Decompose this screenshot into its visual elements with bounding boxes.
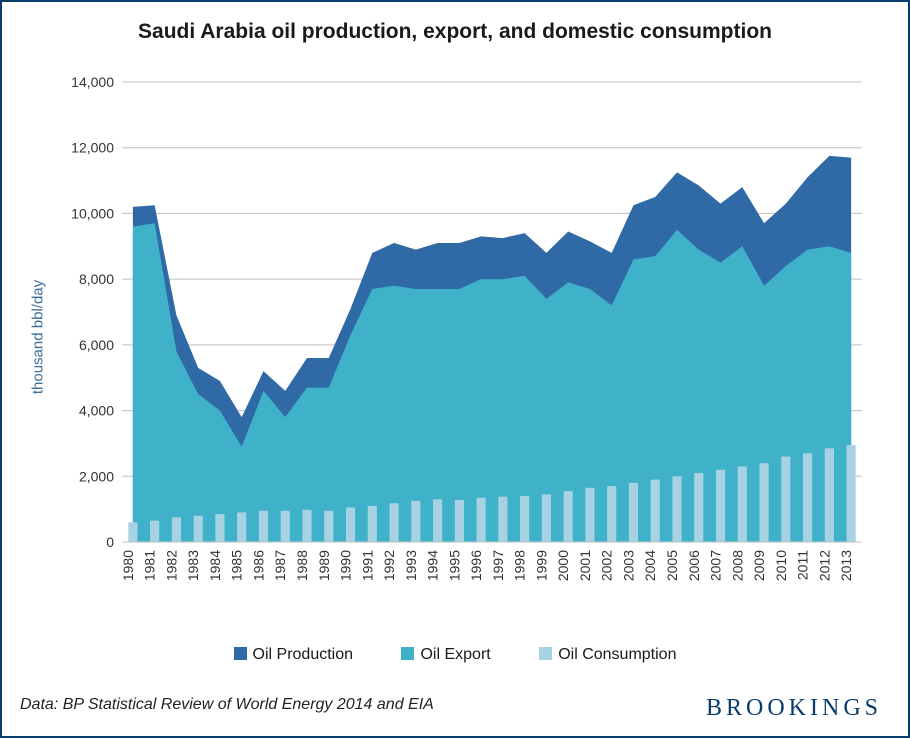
bar-consumption [847, 445, 856, 542]
svg-text:1990: 1990 [338, 550, 354, 581]
bar-consumption [259, 511, 268, 542]
svg-text:2003: 2003 [620, 550, 636, 581]
legend-item-export: Oil Export [401, 646, 490, 664]
svg-text:1996: 1996 [468, 550, 484, 581]
svg-text:1994: 1994 [425, 550, 441, 581]
svg-text:6,000: 6,000 [79, 337, 114, 353]
bar-consumption [585, 488, 594, 542]
svg-text:2008: 2008 [729, 550, 745, 581]
svg-text:1999: 1999 [533, 550, 549, 581]
bar-consumption [803, 453, 812, 542]
bar-consumption [651, 480, 660, 542]
bar-consumption [433, 499, 442, 542]
bar-consumption [389, 503, 398, 542]
bar-consumption [346, 508, 355, 543]
svg-text:2004: 2004 [642, 550, 658, 581]
svg-text:2006: 2006 [686, 550, 702, 581]
legend-label-production: Oil Production [253, 646, 354, 663]
svg-text:2000: 2000 [555, 550, 571, 581]
bar-consumption [368, 506, 377, 542]
bar-consumption [759, 463, 768, 542]
bar-consumption [781, 457, 790, 542]
chart-title: Saudi Arabia oil production, export, and… [2, 2, 908, 44]
bar-consumption [302, 510, 311, 542]
legend-swatch-export [401, 647, 414, 660]
svg-text:1980: 1980 [120, 550, 136, 581]
legend: Oil Production Oil Export Oil Consumptio… [2, 646, 908, 664]
svg-text:1993: 1993 [403, 550, 419, 581]
bar-consumption [825, 448, 834, 542]
bar-consumption [542, 494, 551, 542]
bar-consumption [672, 476, 681, 542]
svg-text:1981: 1981 [142, 550, 158, 581]
bar-consumption [498, 497, 507, 542]
bar-consumption [281, 511, 290, 542]
bar-consumption [237, 512, 246, 542]
svg-text:2010: 2010 [773, 550, 789, 581]
bar-consumption [629, 483, 638, 542]
chart-svg: 0 2,000 4,000 6,000 8,000 10,000 12,000 14,000 1… [32, 72, 882, 602]
chart-frame: Saudi Arabia oil production, export, and… [0, 0, 910, 738]
svg-text:1991: 1991 [359, 550, 375, 581]
bar-consumption [194, 516, 203, 542]
svg-text:1984: 1984 [207, 550, 223, 581]
bar-consumption [607, 486, 616, 542]
legend-item-consumption: Oil Consumption [539, 646, 676, 664]
svg-text:2012: 2012 [816, 550, 832, 581]
legend-label-consumption: Oil Consumption [558, 646, 676, 663]
legend-swatch-consumption [539, 647, 552, 660]
legend-label-export: Oil Export [420, 646, 490, 663]
svg-text:2007: 2007 [708, 550, 724, 581]
svg-text:1986: 1986 [250, 550, 266, 581]
svg-text:1997: 1997 [490, 550, 506, 581]
bar-consumption [128, 522, 137, 542]
svg-text:1985: 1985 [229, 550, 245, 581]
bar-consumption [564, 491, 573, 542]
brand-logo: BROOKINGS [706, 695, 882, 722]
legend-item-production: Oil Production [234, 646, 354, 664]
svg-text:12,000: 12,000 [71, 140, 114, 156]
y-axis-label: thousand bbl/day [30, 280, 47, 394]
legend-swatch-production [234, 647, 247, 660]
bar-consumption [215, 514, 224, 542]
svg-text:2009: 2009 [751, 550, 767, 581]
bar-consumption [172, 517, 181, 542]
svg-text:1987: 1987 [272, 550, 288, 581]
svg-text:0: 0 [106, 534, 114, 550]
svg-text:1983: 1983 [185, 550, 201, 581]
bar-consumption [411, 501, 420, 542]
bar-consumption [455, 500, 464, 542]
svg-text:1995: 1995 [446, 550, 462, 581]
chart-area: thousand bbl/day 0 2,000 4,000 6,000 8,000 10… [32, 72, 882, 602]
bar-consumption [716, 470, 725, 542]
svg-text:1988: 1988 [294, 550, 310, 581]
bar-consumption [694, 473, 703, 542]
svg-text:1989: 1989 [316, 550, 332, 581]
svg-text:1992: 1992 [381, 550, 397, 581]
svg-text:1998: 1998 [512, 550, 528, 581]
bar-consumption [520, 496, 529, 542]
svg-text:2002: 2002 [599, 550, 615, 581]
svg-text:2013: 2013 [838, 550, 854, 581]
svg-text:2005: 2005 [664, 550, 680, 581]
bar-consumption [150, 521, 159, 542]
bar-consumption [738, 466, 747, 542]
svg-text:4,000: 4,000 [79, 403, 114, 419]
svg-text:1982: 1982 [163, 550, 179, 581]
svg-text:2,000: 2,000 [79, 468, 114, 484]
source-line: Data: BP Statistical Review of World Ene… [20, 696, 434, 714]
svg-text:2001: 2001 [577, 550, 593, 581]
svg-text:2011: 2011 [795, 550, 811, 580]
svg-text:8,000: 8,000 [79, 271, 114, 287]
bar-consumption [324, 511, 333, 542]
svg-text:10,000: 10,000 [71, 205, 114, 221]
bar-consumption [477, 498, 486, 542]
svg-text:14,000: 14,000 [71, 74, 114, 90]
